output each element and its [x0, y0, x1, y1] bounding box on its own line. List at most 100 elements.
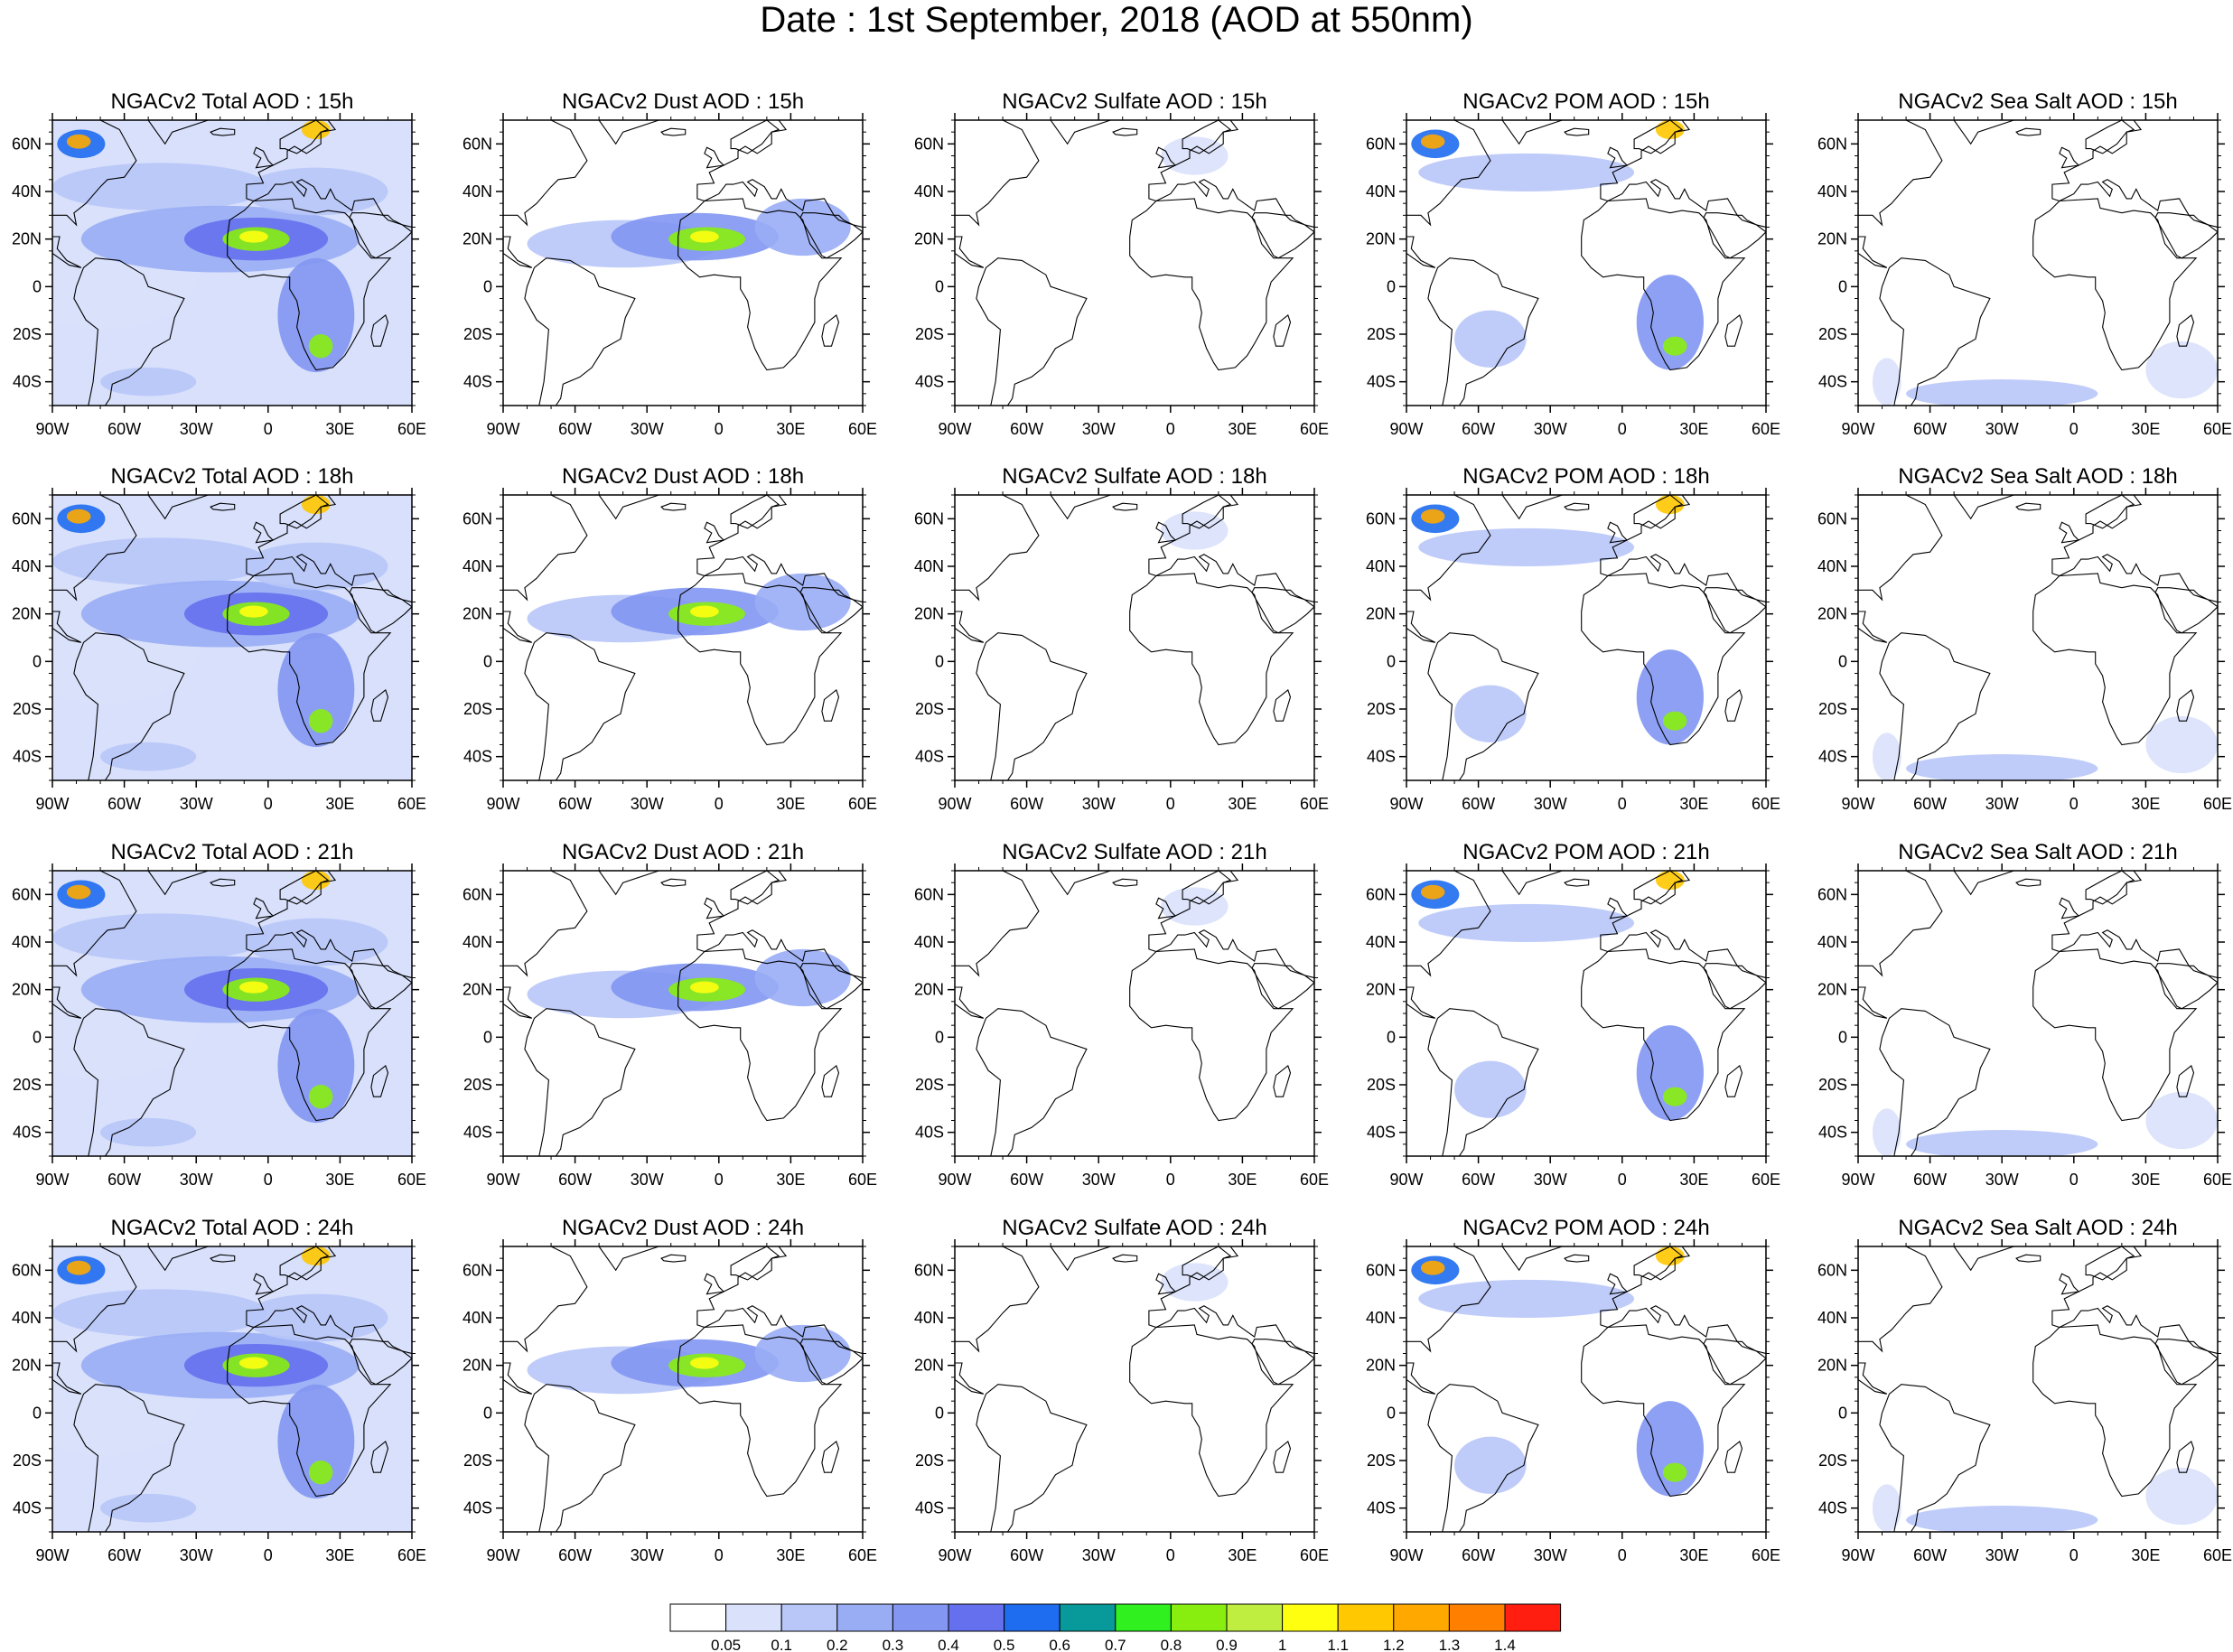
coastline-central-america: [955, 1362, 985, 1395]
lon-tick-label: 30W: [180, 1546, 213, 1564]
coastline-scandinavia: [730, 871, 788, 905]
lon-tick-label: 90W: [1389, 1171, 1423, 1189]
lon-tick-label: 60W: [107, 795, 141, 813]
lon-tick-label: 30W: [631, 420, 664, 438]
panel-title: NGACv2 Sea Salt AOD : 24h: [1898, 1216, 2177, 1240]
aod-field: [955, 1246, 1314, 1532]
lat-tick-label: 60N: [1817, 509, 1847, 527]
aod-plume-10: [301, 871, 331, 891]
colorbar-bin: [1393, 1603, 1450, 1632]
aod-field: [955, 120, 1314, 406]
coastline-central-america: [1406, 986, 1436, 1019]
coastline-scandinavia: [1633, 495, 1691, 529]
lon-tick-label: 0: [2069, 1546, 2079, 1564]
lon-tick-label: 30E: [1228, 1171, 1257, 1189]
coastline-greenland: [1478, 1246, 1563, 1272]
lon-tick-label: 90W: [1841, 1171, 1874, 1189]
lon-tick-label: 60W: [1010, 795, 1043, 813]
coastline-great-britain: [1155, 521, 1177, 544]
coastline-africa: [677, 573, 843, 746]
lon-tick-label: 30W: [1534, 420, 1567, 438]
coastline-madagascar: [1273, 688, 1292, 722]
lat-tick-label: 40N: [914, 182, 944, 201]
aod-plume-1: [52, 913, 268, 962]
map-panel-seasalt-r1: NGACv2 Sea Salt AOD : 15h 60N 40N 20N 0 20S 40…: [1817, 89, 2232, 438]
lat-tick-label: 60N: [1366, 885, 1396, 903]
map-panel-seasalt-r2: NGACv2 Sea Salt AOD : 18h 60N 40N 20N 0 20S 40…: [1817, 464, 2232, 813]
coastline-iceland: [2015, 1254, 2041, 1263]
colorbar-level-label: 0.7: [1105, 1637, 1126, 1652]
lat-tick-label: 20S: [13, 700, 42, 718]
aod-plume-0: [1161, 511, 1229, 550]
coastline-madagascar: [1273, 1064, 1292, 1097]
coastline-scandinavia: [1182, 1246, 1239, 1281]
coastline-scandinavia: [279, 495, 337, 529]
aod-plume-11: [100, 742, 197, 771]
coastline-greenland: [1478, 495, 1563, 520]
coastline-madagascar: [1724, 1064, 1743, 1097]
coastline-north-america: [1406, 871, 1491, 977]
colorbar-bin: [1226, 1603, 1284, 1632]
aod-plume-9: [66, 134, 91, 149]
map-background: [503, 871, 863, 1156]
lon-tick-label: 60W: [1010, 420, 1043, 438]
lon-tick-label: 30E: [1679, 1546, 1708, 1564]
aod-field: [52, 495, 412, 780]
coastline-iceland: [210, 502, 236, 511]
lat-tick-label: 40S: [1367, 748, 1396, 766]
lon-tick-label: 0: [1618, 420, 1627, 438]
panel-title: NGACv2 Total AOD : 18h: [110, 464, 353, 489]
aod-plume-5: [1662, 336, 1687, 356]
aod-plume-11: [100, 1493, 197, 1523]
lat-tick-label: 0: [33, 652, 42, 670]
panel-title: NGACv2 Sulfate AOD : 15h: [1002, 89, 1266, 114]
panel-title: NGACv2 Sea Salt AOD : 18h: [1898, 464, 2177, 489]
lat-tick-label: 0: [1387, 652, 1396, 670]
lon-tick-label: 60E: [397, 795, 426, 813]
aod-plume-1: [52, 1289, 268, 1338]
map-panel-sulfate-r4: NGACv2 Sulfate AOD : 24h 60N 40N 20N 0 20S 40S…: [914, 1216, 1329, 1564]
lat-tick-label: 40N: [914, 557, 944, 575]
panel-title: NGACv2 POM AOD : 15h: [1462, 89, 1709, 114]
lon-tick-label: 60E: [1300, 420, 1329, 438]
aod-field: [1406, 871, 1766, 1156]
lat-tick-label: 20N: [462, 230, 492, 248]
aod-plume-3: [689, 1357, 719, 1369]
lat-tick-label: 60N: [462, 135, 492, 153]
aod-plume-1: [1420, 884, 1445, 900]
colorbar-level-label: 0.3: [883, 1637, 904, 1652]
aod-plume-10: [301, 495, 331, 515]
lon-tick-label: 60E: [2203, 1171, 2232, 1189]
lon-tick-label: 30E: [1228, 420, 1257, 438]
coastline-north-america: [52, 120, 137, 227]
coastline-south-america: [1879, 1384, 1991, 1532]
coastline-north-america: [955, 871, 1040, 977]
coastline-scandinavia: [2085, 1246, 2143, 1281]
lat-tick-label: 20S: [13, 1451, 42, 1470]
lon-tick-label: 90W: [938, 795, 971, 813]
figure-title: Date : 1st September, 2018 (AOD at 550nm…: [760, 0, 1473, 40]
lon-tick-label: 0: [1618, 1171, 1627, 1189]
panel-title: NGACv2 Dust AOD : 21h: [562, 840, 804, 864]
aod-plume-0: [1161, 136, 1229, 175]
coastline-madagascar: [2176, 1064, 2195, 1097]
lat-tick-label: 20S: [915, 1451, 944, 1470]
lat-tick-label: 0: [483, 1028, 492, 1046]
coastline-scandinavia: [279, 120, 337, 154]
aod-plume-5: [1662, 1462, 1687, 1482]
lat-tick-label: 0: [1387, 277, 1396, 295]
lon-tick-label: 60E: [397, 420, 426, 438]
lon-tick-label: 60E: [848, 420, 877, 438]
lat-tick-label: 20N: [12, 605, 42, 623]
lon-tick-label: 30E: [1679, 1171, 1708, 1189]
coastline-iceland: [2015, 502, 2041, 511]
coastline-madagascar: [370, 688, 389, 722]
panel-title: NGACv2 Dust AOD : 18h: [562, 464, 804, 489]
coastline-central-america: [52, 611, 82, 643]
lon-tick-label: 30E: [325, 795, 354, 813]
lon-tick-label: 60W: [558, 1546, 592, 1564]
lon-tick-label: 0: [264, 420, 273, 438]
lon-tick-label: 60E: [1300, 795, 1329, 813]
aod-plume-7: [308, 709, 333, 733]
lat-tick-label: 20S: [915, 1076, 944, 1094]
